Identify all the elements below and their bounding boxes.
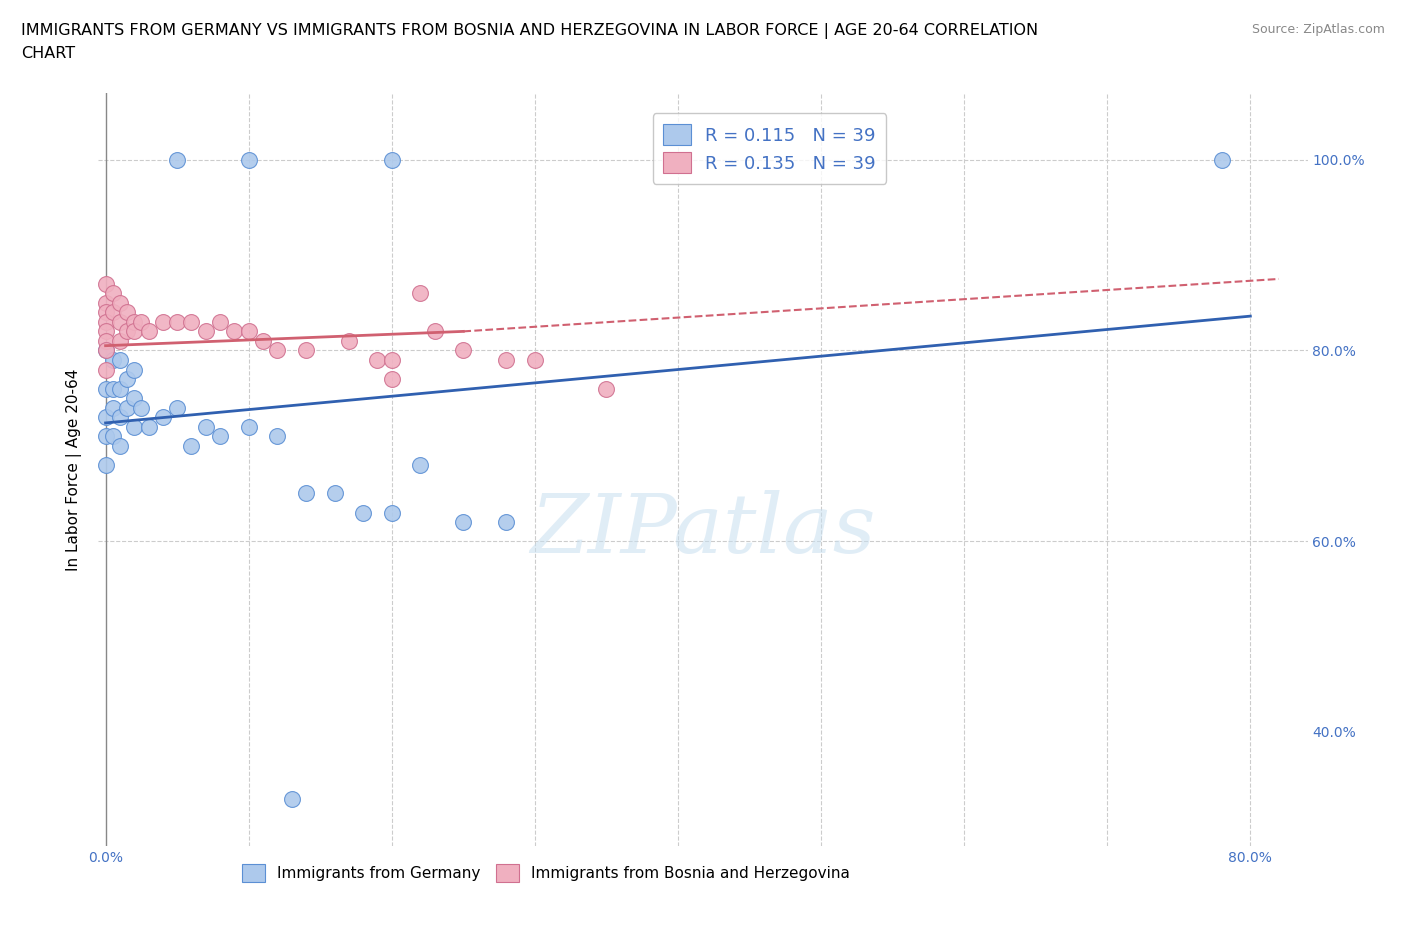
Point — [381, 505, 404, 520]
Point — [381, 153, 404, 167]
Point — [280, 791, 302, 806]
Point — [101, 286, 124, 300]
Point — [295, 343, 318, 358]
Point — [108, 381, 131, 396]
Text: CHART: CHART — [21, 46, 75, 60]
Point — [266, 429, 288, 444]
Point — [115, 372, 138, 387]
Point — [495, 514, 517, 529]
Point — [381, 352, 404, 367]
Point — [595, 381, 617, 396]
Point — [1211, 153, 1233, 167]
Point — [337, 334, 360, 349]
Point — [409, 286, 432, 300]
Point — [194, 419, 217, 434]
Point — [166, 314, 188, 329]
Point — [409, 458, 432, 472]
Point — [94, 305, 117, 320]
Point — [423, 324, 446, 339]
Point — [252, 334, 274, 349]
Point — [209, 429, 232, 444]
Point — [166, 400, 188, 415]
Point — [94, 343, 117, 358]
Point — [352, 505, 374, 520]
Point — [94, 410, 117, 425]
Point — [122, 314, 145, 329]
Point — [138, 419, 160, 434]
Point — [138, 324, 160, 339]
Point — [108, 352, 131, 367]
Point — [94, 381, 117, 396]
Point — [115, 400, 138, 415]
Point — [108, 334, 131, 349]
Point — [295, 486, 318, 501]
Point — [166, 153, 188, 167]
Point — [115, 324, 138, 339]
Point — [101, 352, 124, 367]
Point — [94, 314, 117, 329]
Point — [101, 381, 124, 396]
Point — [523, 352, 546, 367]
Point — [94, 276, 117, 291]
Point — [108, 314, 131, 329]
Point — [122, 419, 145, 434]
Point — [101, 429, 124, 444]
Legend: Immigrants from Germany, Immigrants from Bosnia and Herzegovina: Immigrants from Germany, Immigrants from… — [236, 857, 856, 887]
Point — [366, 352, 388, 367]
Point — [122, 391, 145, 405]
Point — [238, 324, 260, 339]
Point — [323, 486, 346, 501]
Point — [101, 400, 124, 415]
Point — [453, 514, 475, 529]
Point — [94, 296, 117, 311]
Point — [152, 314, 174, 329]
Point — [108, 438, 131, 453]
Point — [94, 343, 117, 358]
Point — [101, 305, 124, 320]
Point — [495, 352, 517, 367]
Point — [209, 314, 232, 329]
Point — [131, 400, 153, 415]
Point — [94, 458, 117, 472]
Point — [122, 324, 145, 339]
Text: Source: ZipAtlas.com: Source: ZipAtlas.com — [1251, 23, 1385, 36]
Text: ZIPatlas: ZIPatlas — [530, 490, 876, 570]
Point — [180, 314, 202, 329]
Point — [180, 438, 202, 453]
Point — [115, 305, 138, 320]
Point — [266, 343, 288, 358]
Point — [224, 324, 246, 339]
Point — [238, 153, 260, 167]
Point — [453, 343, 475, 358]
Point — [194, 324, 217, 339]
Point — [94, 362, 117, 377]
Point — [381, 372, 404, 387]
Point — [94, 429, 117, 444]
Point — [94, 324, 117, 339]
Y-axis label: In Labor Force | Age 20-64: In Labor Force | Age 20-64 — [66, 368, 83, 571]
Point — [108, 410, 131, 425]
Point — [152, 410, 174, 425]
Text: IMMIGRANTS FROM GERMANY VS IMMIGRANTS FROM BOSNIA AND HERZEGOVINA IN LABOR FORCE: IMMIGRANTS FROM GERMANY VS IMMIGRANTS FR… — [21, 23, 1038, 39]
Point — [238, 419, 260, 434]
Point — [94, 334, 117, 349]
Point — [108, 296, 131, 311]
Point — [131, 314, 153, 329]
Point — [122, 362, 145, 377]
